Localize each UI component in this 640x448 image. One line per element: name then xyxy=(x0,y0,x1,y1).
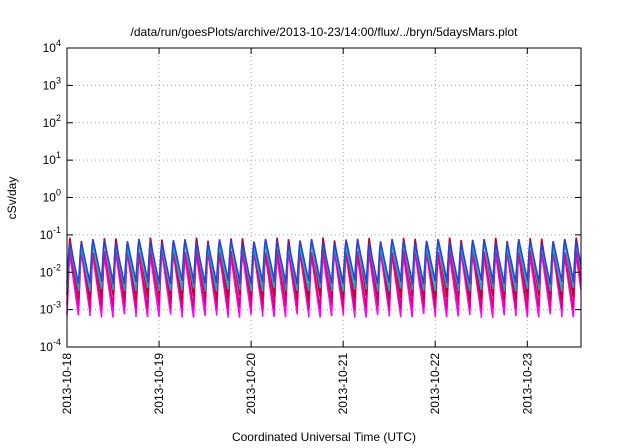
y-tick-label: 103 xyxy=(43,75,61,92)
x-axis: 2013-10-18 2013-10-19 2013-10-20 2013-10-21… xyxy=(60,48,534,414)
x-tick-label: 2013-10-19 xyxy=(152,353,166,415)
y-tick-label: 104 xyxy=(43,38,61,55)
chart-title: /data/run/goesPlots/archive/2013-10-23/1… xyxy=(131,25,519,39)
series-layer xyxy=(66,237,582,318)
y-axis-label: cSv/day xyxy=(5,177,19,220)
x-tick-label: 2013-10-20 xyxy=(244,353,258,415)
y-tick-label: 10-4 xyxy=(40,337,61,354)
y-tick-label: 10-2 xyxy=(40,262,61,279)
x-tick-label: 2013-10-23 xyxy=(520,353,534,415)
x-tick-label: 2013-10-18 xyxy=(60,353,74,415)
y-tick-label: 10-1 xyxy=(40,225,61,242)
grid-lines xyxy=(67,48,581,347)
x-tick-label: 2013-10-21 xyxy=(336,353,350,415)
y-tick-label: 100 xyxy=(43,188,61,205)
series-line-5 xyxy=(66,238,582,285)
y-tick-label: 101 xyxy=(43,150,61,167)
y-tick-label: 102 xyxy=(43,113,61,130)
x-axis-label: Coordinated Universal Time (UTC) xyxy=(232,430,416,444)
x-tick-label: 2013-10-22 xyxy=(428,353,442,415)
y-tick-label: 10-3 xyxy=(40,300,61,317)
